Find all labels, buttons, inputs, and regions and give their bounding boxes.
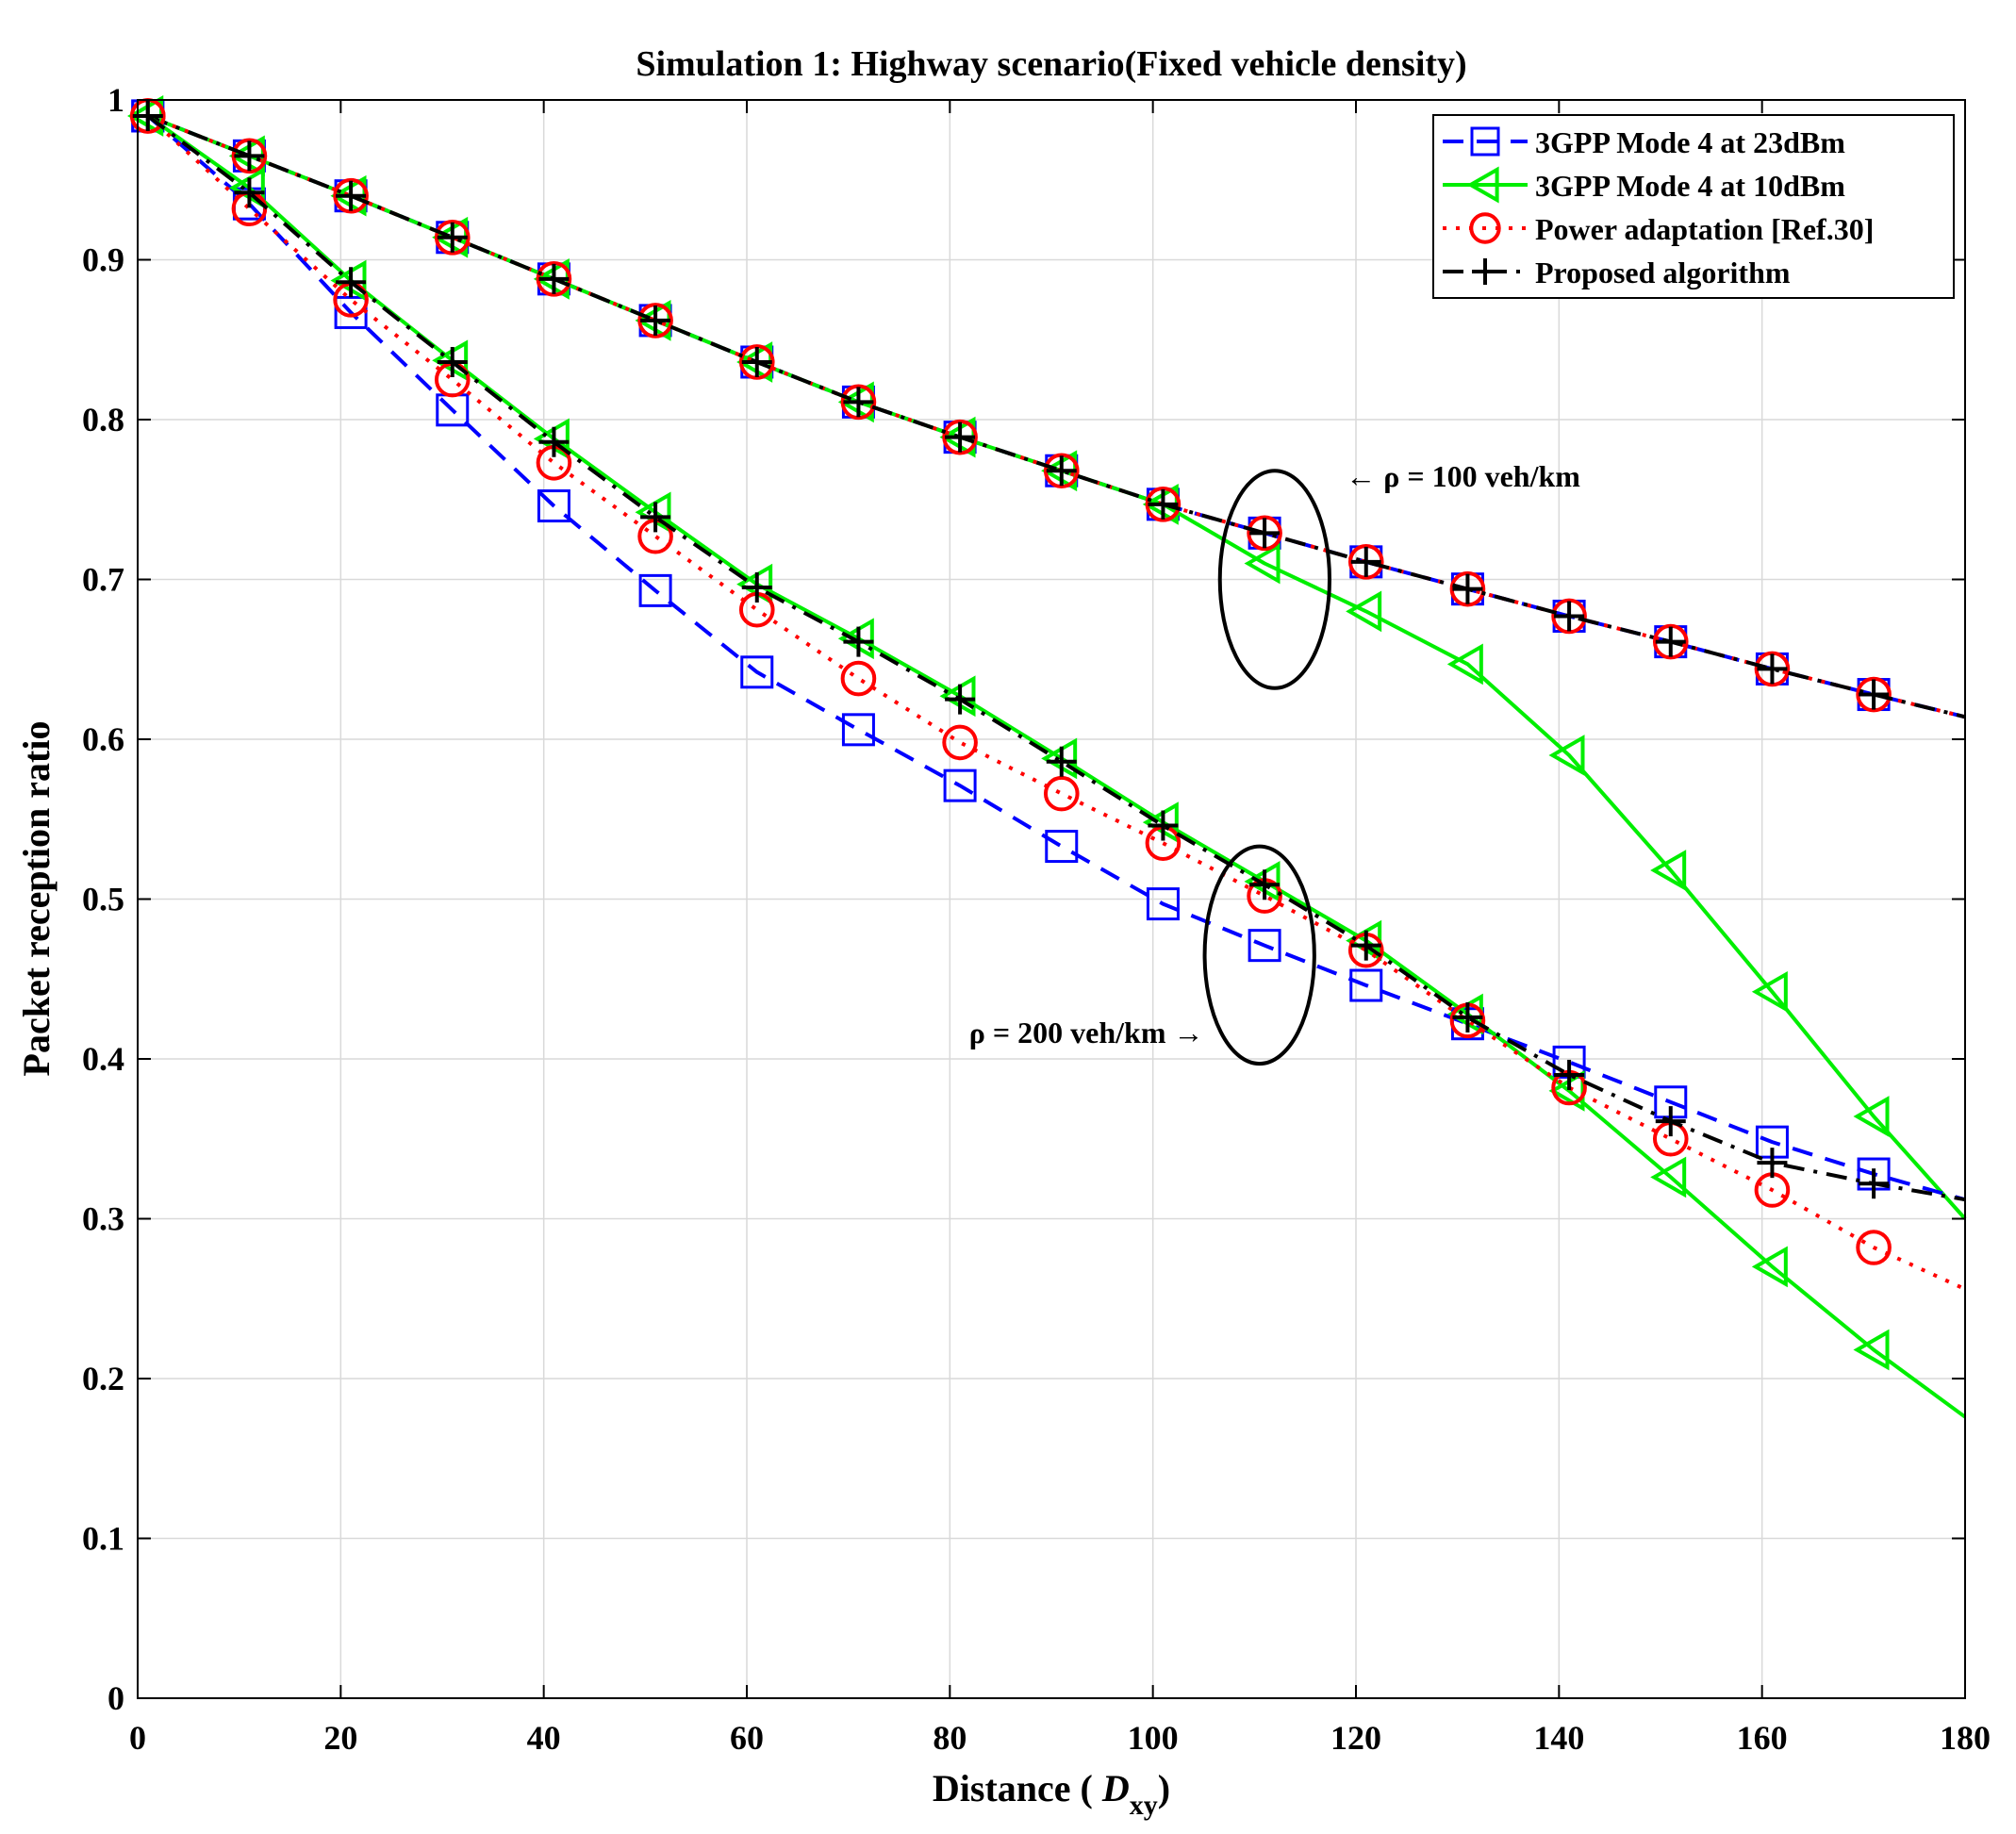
circle-marker: [942, 419, 978, 455]
square-marker: [1045, 830, 1079, 864]
triangle-marker: [1466, 166, 1499, 204]
y-tick-label: 0.4: [82, 1040, 124, 1078]
y-tick-label: 0.3: [82, 1200, 124, 1238]
y-axis-label: Packet reception ratio: [15, 721, 58, 1077]
circle-marker: [1043, 453, 1080, 489]
circle-marker: [231, 138, 268, 174]
circle-marker: [333, 177, 369, 214]
x-tick-label: 180: [1940, 1719, 1991, 1757]
square-marker: [1248, 929, 1281, 963]
legend-item: 3GPP Mode 4 at 23dBm: [1443, 125, 1845, 159]
x-axis-label-prefix: Distance (: [933, 1767, 1102, 1809]
x-axis-label-suffix: ): [1158, 1767, 1170, 1809]
legend-box: [1432, 114, 1955, 299]
triangle-marker: [1650, 1156, 1687, 1198]
x-tick-label: 160: [1737, 1719, 1788, 1757]
circle-marker: [1652, 623, 1689, 660]
triangle-marker: [1751, 970, 1788, 1013]
circle-marker: [840, 660, 877, 697]
series-layer: [127, 95, 1967, 1419]
legend-item: Power adaptation [Ref.30]: [1443, 212, 1874, 246]
series-proposed-algorithm: [132, 100, 1966, 719]
y-tick-label: 0.6: [82, 720, 124, 758]
square-marker: [1146, 887, 1180, 921]
annotation-rho-100: ← ρ = 100 veh/km: [1346, 459, 1580, 493]
triangle-marker: [1853, 1096, 1890, 1137]
square-marker: [638, 573, 672, 607]
legend: 3GPP Mode 4 at 23dBm 3GPP Mode 4 at 10dBm…: [1432, 114, 1955, 299]
annotations: ← ρ = 100 veh/km ρ = 200 veh/km →: [969, 459, 1580, 1066]
series-line: [146, 114, 1966, 1202]
circle-marker: [1145, 487, 1182, 522]
x-tick-label: 120: [1330, 1719, 1381, 1757]
y-tick-label: 0.8: [82, 401, 124, 438]
circle-marker: [536, 261, 572, 297]
ellipse-rho-100: [1217, 469, 1332, 690]
square-marker: [943, 768, 977, 802]
triangle-marker: [1244, 542, 1281, 585]
square-marker: [841, 713, 875, 747]
x-axis-label-subscript: xy: [1130, 1790, 1158, 1821]
x-tick-label: 40: [527, 1719, 561, 1757]
y-tick-label: 0.1: [82, 1520, 124, 1558]
triangle-marker: [1548, 735, 1585, 776]
x-axis-label-symbol: D: [1101, 1767, 1130, 1809]
x-tick-label: 100: [1128, 1719, 1179, 1757]
circle-marker: [637, 303, 673, 339]
legend-item: Proposed algorithm: [1443, 256, 1791, 289]
legend-label: Proposed algorithm: [1535, 256, 1791, 289]
circle-marker: [942, 724, 978, 761]
group-rho_200: [127, 95, 1967, 1419]
legend-label: Power adaptation [Ref.30]: [1535, 212, 1874, 246]
ellipse-rho-200: [1202, 844, 1316, 1066]
circle-marker: [738, 344, 775, 380]
circle-marker: [1449, 570, 1486, 607]
x-tick-label: 60: [730, 1719, 764, 1757]
legend-label: 3GPP Mode 4 at 23dBm: [1535, 125, 1845, 159]
y-tick-label: 0.2: [82, 1360, 124, 1397]
x-tick-label: 20: [323, 1719, 357, 1757]
circle-marker: [1247, 515, 1282, 552]
chart-title: Simulation 1: Highway scenario(Fixed veh…: [636, 44, 1466, 84]
square-marker: [1470, 126, 1500, 157]
x-tick-label: 0: [129, 1719, 146, 1757]
square-marker: [1349, 968, 1383, 1002]
legend-item: 3GPP Mode 4 at 10dBm: [1443, 166, 1845, 204]
y-tick-label: 1: [107, 81, 124, 119]
circle-marker: [840, 384, 877, 421]
axis-ticks: 0 20 40 60 80 100 120 140 160 180 0 0.1 0.2 0.3 0.4 0.5…: [82, 81, 1991, 1757]
circle-marker: [1347, 544, 1384, 580]
circle-marker: [1856, 1230, 1892, 1265]
grid: [137, 99, 1966, 1699]
legend-label: 3GPP Mode 4 at 10dBm: [1535, 169, 1845, 203]
x-axis-label: Distance ( Dxy): [933, 1767, 1170, 1821]
triangle-marker: [1346, 590, 1382, 633]
square-marker: [537, 489, 570, 523]
x-tick-label: 80: [933, 1719, 967, 1757]
circle-marker: [1856, 676, 1892, 713]
series-proposed-algorithm: [132, 100, 1966, 1202]
y-tick-label: 0.9: [82, 241, 124, 279]
triangle-marker: [1446, 643, 1483, 686]
circle-marker: [434, 219, 471, 256]
x-tick-label: 140: [1533, 1719, 1584, 1757]
triangle-marker: [1751, 1246, 1788, 1288]
triangle-marker: [1650, 850, 1687, 891]
annotation-rho-200: ρ = 200 veh/km →: [969, 1016, 1204, 1049]
y-tick-label: 0.5: [82, 881, 124, 918]
circle-marker: [1551, 598, 1587, 635]
square-marker: [740, 655, 774, 689]
triangle-marker: [1853, 1329, 1890, 1371]
circle-marker: [1754, 651, 1791, 687]
circle-marker: [1469, 212, 1501, 244]
y-tick-label: 0: [107, 1679, 124, 1717]
y-tick-label: 0.7: [82, 561, 124, 599]
circle-marker: [1043, 775, 1080, 812]
group-rho_100: [127, 95, 1967, 1220]
